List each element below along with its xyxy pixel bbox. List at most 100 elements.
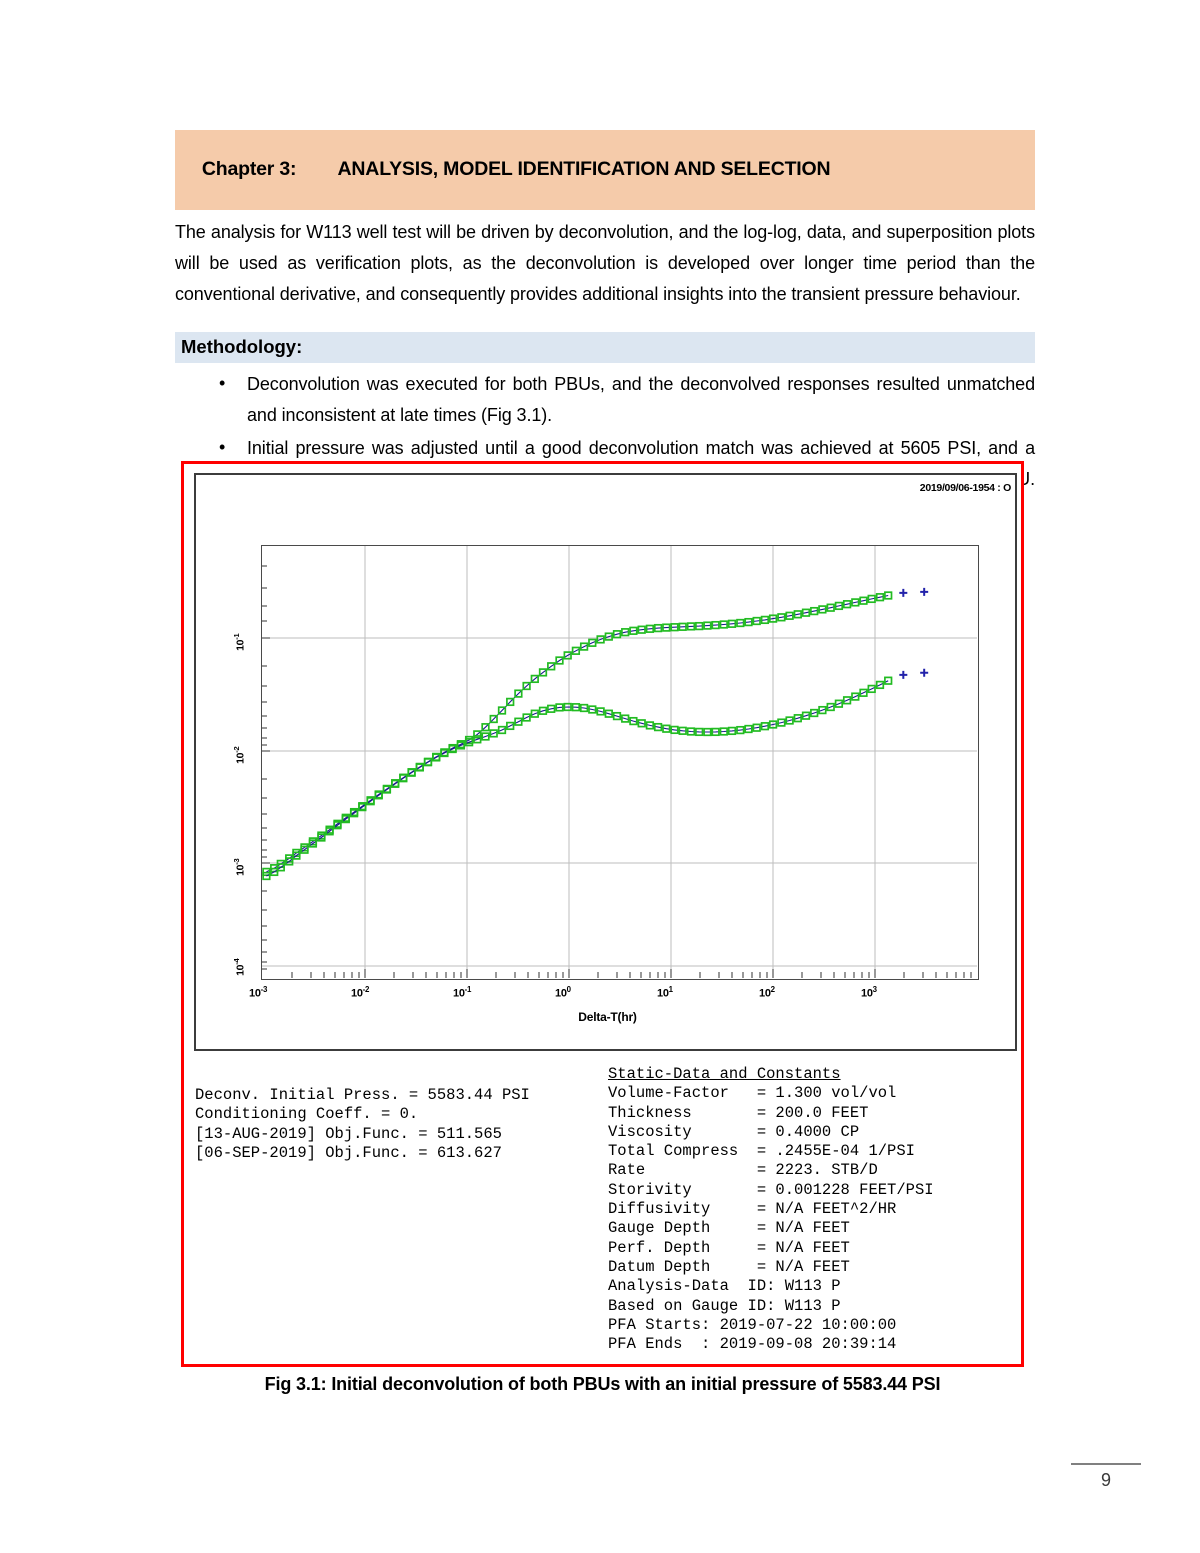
data-point-marker — [489, 729, 498, 738]
data-series — [262, 668, 929, 881]
y-tick-exponent: -4 — [231, 958, 241, 965]
y-tick-exponent: -1 — [231, 633, 241, 640]
x-tick-label: 10-1 — [453, 985, 472, 1000]
data-point-marker — [736, 725, 745, 735]
static-data-row: Based on Gauge ID: W113 P — [608, 1296, 841, 1315]
data-point-marker — [884, 591, 893, 600]
data-point-marker — [547, 704, 556, 713]
data-point-marker — [604, 709, 613, 718]
data-point-marker — [514, 717, 523, 726]
static-data-row: Gauge Depth = N/A FEET — [608, 1219, 850, 1238]
data-point-marker — [440, 748, 449, 758]
data-point-marker — [317, 833, 326, 842]
data-point-marker — [678, 726, 687, 735]
footer-divider — [1071, 1463, 1141, 1465]
y-minor-ticks — [262, 565, 270, 970]
data-point-marker — [637, 719, 646, 728]
deconv-line: [06-SEP-2019] Obj.Func. = 613.627 — [195, 1143, 502, 1162]
data-point-marker — [637, 625, 646, 634]
data-point-marker — [760, 722, 770, 731]
data-point-marker — [497, 706, 507, 715]
data-point-marker — [793, 610, 802, 619]
data-point-marker — [662, 623, 671, 632]
y-tick-label: 10-3 — [231, 858, 247, 876]
data-point-marker — [736, 618, 745, 628]
data-point-marker — [415, 763, 424, 772]
data-point-marker — [522, 681, 531, 691]
data-point-marker — [407, 768, 416, 777]
data-point-marker — [596, 635, 605, 644]
x-tick-exponent: -3 — [260, 985, 268, 994]
data-point-marker — [785, 716, 794, 725]
y-tick-exponent: -2 — [231, 746, 241, 753]
data-point-marker — [703, 727, 712, 737]
static-data-block: Static-Data and Constants Volume-Factor … — [608, 1065, 934, 1354]
x-tick-label: 100 — [555, 985, 571, 1000]
data-series — [262, 587, 929, 877]
page-number: 9 — [1100, 1470, 1111, 1490]
static-data-row: Thickness = 200.0 FEET — [608, 1103, 869, 1122]
data-point-marker — [768, 614, 778, 623]
deconv-line: Conditioning Coeff. = 0. — [195, 1105, 419, 1124]
data-point-marker — [842, 600, 852, 609]
static-data-row: Storivity = 0.001228 FEET/PSI — [608, 1180, 934, 1199]
x-tick-label: 103 — [861, 985, 877, 1000]
x-tick-label: 101 — [657, 985, 673, 1000]
plot-axes — [261, 545, 979, 980]
data-point-marker — [711, 620, 720, 630]
data-point-marker — [349, 809, 359, 818]
data-point-marker — [810, 606, 819, 616]
data-point-marker — [481, 732, 490, 741]
deconvolution-results-block: Deconv. Initial Press. = 5583.44 PSI Con… — [195, 1086, 530, 1163]
tail-plus-marker — [899, 588, 908, 597]
tail-plus-marker — [920, 587, 929, 596]
data-point-marker — [695, 727, 704, 737]
data-point-marker — [489, 714, 498, 724]
static-data-row: Viscosity = 0.4000 CP — [608, 1122, 860, 1141]
data-point-marker — [793, 714, 802, 723]
data-point-marker — [653, 623, 663, 633]
data-point-marker — [686, 622, 696, 631]
data-point-marker — [432, 753, 441, 762]
data-point-marker — [719, 620, 728, 629]
x-tick-exponent: 2 — [770, 985, 775, 994]
data-point-marker — [506, 697, 515, 707]
data-point-marker — [456, 741, 466, 750]
data-point-marker — [464, 738, 474, 747]
x-tick-label: 10-3 — [249, 985, 268, 1000]
data-point-marker — [270, 867, 279, 877]
plot-timestamp-stamp: 2019/09/06-1954 : O — [919, 482, 1012, 494]
tail-plus-marker — [899, 670, 908, 679]
data-point-marker — [473, 730, 482, 739]
static-data-row: Rate = 2223. STB/D — [608, 1161, 878, 1180]
data-point-marker — [538, 668, 548, 677]
data-point-marker — [579, 703, 589, 713]
data-point-marker — [727, 619, 737, 628]
x-minor-ticks — [291, 969, 972, 978]
static-data-row: Perf. Depth = N/A FEET — [608, 1238, 850, 1257]
chapter-title: ANALYSIS, MODEL IDENTIFICATION AND SELEC… — [337, 158, 831, 181]
data-point-marker — [621, 628, 630, 637]
deconv-line: Deconv. Initial Press. = 5583.44 PSI — [195, 1086, 530, 1104]
data-point-marker — [547, 662, 556, 671]
data-point-marker — [588, 638, 597, 647]
static-data-row: Datum Depth = N/A FEET — [608, 1257, 850, 1276]
data-point-marker — [752, 616, 761, 626]
data-point-marker — [810, 708, 819, 718]
data-point-marker — [801, 608, 811, 617]
data-point-marker — [826, 702, 835, 712]
series-line — [266, 594, 889, 873]
static-data-header: Static-Data and Constants — [608, 1065, 841, 1083]
data-point-marker — [629, 716, 638, 726]
figure-container: 2019/09/06-1954 : O 10-1 10-2 10-3 10-4 — [181, 461, 1024, 1367]
data-series-layer — [262, 587, 929, 881]
y-tick-label: 10-1 — [231, 633, 247, 651]
data-point-marker — [851, 598, 860, 607]
plot-panel: 2019/09/06-1954 : O 10-1 10-2 10-3 10-4 — [194, 473, 1017, 1051]
data-point-marker — [612, 711, 622, 721]
data-point-marker — [777, 718, 786, 727]
figure-caption: Fig 3.1: Initial deconvolution of both P… — [264, 1374, 941, 1394]
x-tick-exponent: 0 — [566, 985, 571, 994]
data-point-marker — [588, 705, 597, 714]
static-data-row: PFA Starts: 2019-07-22 10:00:00 — [608, 1315, 897, 1334]
